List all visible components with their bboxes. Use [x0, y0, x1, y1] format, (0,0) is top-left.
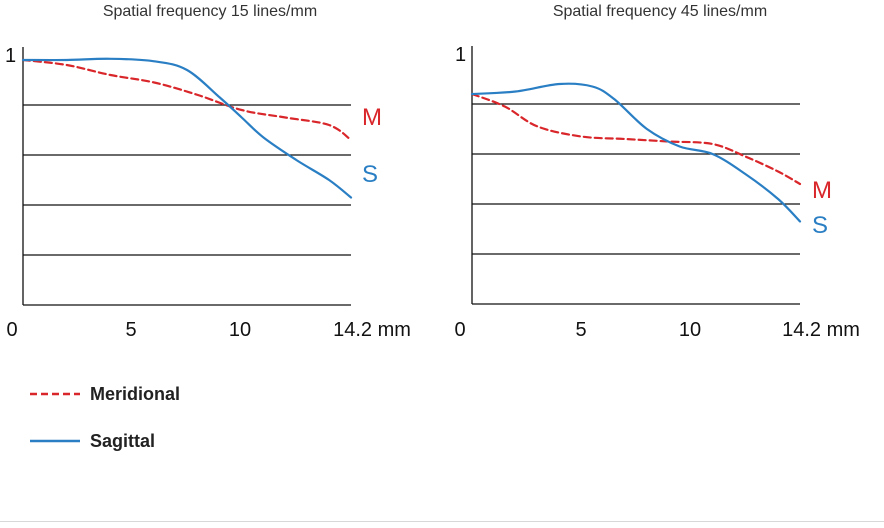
- legend: Meridional Sagittal: [30, 384, 180, 451]
- x-tick-label: 0: [454, 319, 465, 341]
- series-line-meridional: [21, 58, 353, 142]
- legend-meridional-label: Meridional: [90, 384, 180, 404]
- chart-title: Spatial frequency 45 lines/mm: [553, 3, 767, 20]
- x-tick-label: 10: [229, 319, 251, 341]
- chart-title: Spatial frequency 15 lines/mm: [103, 3, 317, 20]
- series-line-sagittal: [21, 57, 353, 199]
- x-tick-label: 10: [679, 319, 701, 341]
- series-line-sagittal: [470, 82, 802, 223]
- x-tick-label: 14.2 mm: [333, 319, 411, 341]
- y-tick-label: 1: [5, 45, 16, 67]
- x-tick-label: 5: [125, 319, 136, 341]
- x-tick-label: 0: [6, 319, 17, 341]
- x-tick-label: 5: [575, 319, 586, 341]
- bottom-divider: [0, 521, 884, 522]
- series-label-m: M: [362, 104, 382, 131]
- series-line-meridional: [470, 92, 802, 186]
- series-label-s: S: [812, 212, 828, 239]
- series-label-s: S: [362, 161, 378, 188]
- y-tick-label: 1: [455, 44, 466, 66]
- x-tick-label: 14.2 mm: [782, 319, 860, 341]
- legend-sagittal-label: Sagittal: [90, 431, 155, 451]
- series-label-m: M: [812, 177, 832, 204]
